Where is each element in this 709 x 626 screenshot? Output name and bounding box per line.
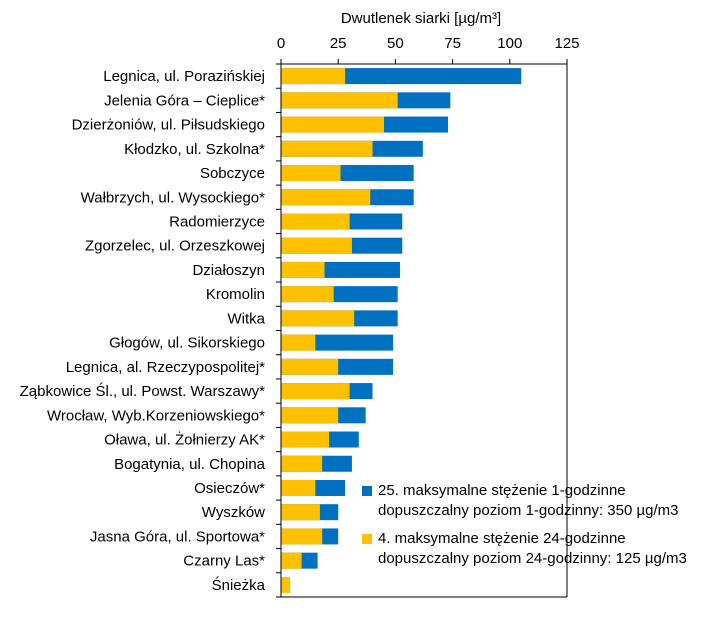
category-label: Ząbkowice Śl., ul. Powst. Warszawy*	[20, 382, 266, 400]
bar-24h	[281, 286, 334, 303]
category-label: Radomierzyce	[169, 213, 265, 230]
bar-24h	[281, 358, 339, 375]
bars	[281, 68, 522, 593]
bar-24h	[281, 431, 330, 448]
x-axis-title: Dwutlenek siarki [µg/m³]	[341, 10, 501, 27]
x-tick-label: 0	[277, 35, 285, 52]
bar-24h	[281, 213, 350, 230]
bar-24h	[281, 237, 352, 254]
category-label: Wyszków	[202, 504, 265, 521]
category-label: Zgorzelec, ul. Orzeszkowej	[85, 238, 265, 255]
bar-24h	[281, 165, 341, 182]
category-label: Wałbrzych, ul. Wysockiego*	[81, 189, 266, 206]
legend-sublabel-1h: dopuszczalny poziom 1-godzinny: 350 µg/m…	[378, 502, 679, 519]
x-tick-label: 100	[497, 35, 522, 52]
x-axis-ticks: 0 25 50 75 100 125	[277, 35, 580, 64]
legend-swatch-yellow	[362, 534, 372, 544]
bar-24h	[281, 576, 291, 593]
x-tick-label: 125	[554, 35, 579, 52]
x-tick-label: 25	[330, 35, 347, 52]
category-label: Legnica, al. Rzeczypospolitej*	[66, 359, 265, 376]
bar-24h	[281, 334, 316, 351]
category-label: Sobczyce	[200, 165, 265, 182]
legend-sublabel-24h: dopuszczalny poziom 24-godzinny: 125 µg/…	[378, 550, 687, 567]
bar-24h	[281, 552, 302, 569]
x-tick-label: 50	[387, 35, 404, 52]
bar-24h	[281, 92, 398, 109]
bar-24h	[281, 383, 350, 400]
category-label: Jelenia Góra – Cieplice*	[104, 92, 265, 109]
category-label: Oława, ul. Żołnierzy AK*	[104, 431, 265, 449]
legend-swatch-blue	[362, 486, 372, 496]
bar-24h	[281, 455, 323, 472]
bar-24h	[281, 68, 346, 85]
category-label: Bogatynia, ul. Chopina	[114, 456, 266, 473]
legend-label-24h: 4. maksymalne stężenie 24-godzinne	[378, 530, 626, 547]
bar-24h	[281, 189, 371, 206]
axes	[276, 63, 568, 598]
legend-item-1h: 25. maksymalne stężenie 1-godzinne dopus…	[362, 481, 687, 521]
legend: 25. maksymalne stężenie 1-godzinne dopus…	[362, 481, 687, 577]
bar-24h	[281, 528, 323, 545]
bar-24h	[281, 261, 325, 278]
category-label: Kłodzko, ul. Szkolna*	[124, 141, 265, 158]
bar-24h	[281, 116, 384, 133]
category-label: Czarny Las*	[183, 553, 265, 570]
category-label: Śnieżka	[212, 576, 266, 594]
legend-label-1h: 25. maksymalne stężenie 1-godzinne	[378, 482, 626, 499]
x-tick-label: 75	[444, 35, 461, 52]
category-label: Legnica, ul. Poraziński­ej	[103, 68, 265, 85]
bar-24h	[281, 140, 373, 157]
bar-24h	[281, 504, 320, 521]
category-label: Wrocław, Wyb.Korzeniowskiego*	[47, 407, 265, 424]
category-label: Jasna Góra, ul. Sportowa*	[90, 528, 265, 545]
bar-24h	[281, 310, 355, 327]
category-label: Osieczów*	[194, 480, 265, 497]
category-label: Witka	[228, 310, 266, 327]
bar-24h	[281, 479, 316, 496]
category-label: Kromolin	[206, 286, 265, 303]
legend-item-24h: 4. maksymalne stężenie 24-godzinne dopus…	[362, 529, 687, 569]
bar-24h	[281, 407, 339, 424]
category-labels: Legnica, ul. Poraziński­ej Jelenia Góra –…	[20, 68, 266, 594]
category-label: Głogów, ul. Sikorskiego	[109, 335, 265, 352]
category-label: Dzierżoniów, ul. Piłsudskiego	[72, 117, 265, 134]
category-label: Działoszyn	[192, 262, 265, 279]
